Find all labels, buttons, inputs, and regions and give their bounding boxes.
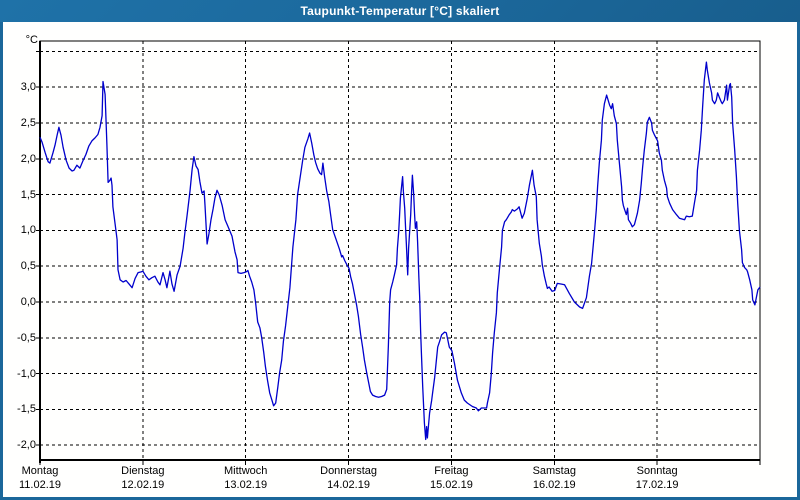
y-tick-label: -2,0 (17, 439, 36, 452)
x-tick-label: Donnerstag 14.02.19 (301, 464, 397, 492)
x-tick-label: Mittwoch 13.02.19 (198, 464, 294, 492)
x-tick-date: 17.02.19 (635, 479, 679, 491)
x-tick-day: Samstag (532, 465, 576, 477)
y-tick-label: 1,5 (20, 188, 36, 201)
plot-border (39, 40, 761, 461)
x-tick-date: 11.02.19 (18, 479, 61, 491)
y-tick-label: -0,5 (17, 331, 36, 344)
x-tick-date: 16.02.19 (532, 479, 576, 491)
y-tick-label: 3,0 (20, 81, 36, 94)
x-tick-date: 14.02.19 (327, 479, 370, 491)
chart-panel (3, 22, 797, 497)
window-title: Taupunkt-Temperatur [°C] skaliert (300, 4, 500, 18)
x-tick-day: Freitag (434, 465, 469, 477)
y-tick-label: 0,0 (20, 296, 36, 308)
y-tick-label: 2,5 (20, 117, 36, 129)
dewpoint-series-line (39, 61, 761, 441)
x-tick-day: Donnerstag (320, 465, 377, 477)
x-tick-day: Mittwoch (224, 465, 268, 477)
x-tick-date: 12.02.19 (121, 479, 165, 491)
y-axis-unit-label: °C (25, 34, 38, 46)
x-tick-label: Montag 11.02.19 (0, 464, 88, 492)
y-tick-label: 1,0 (20, 224, 36, 237)
y-tick-label: 0,5 (20, 260, 36, 273)
x-tick-label: Dienstag 12.02.19 (95, 464, 191, 492)
x-tick-date: 13.02.19 (224, 479, 268, 491)
x-tick-day: Montag (21, 465, 59, 477)
y-tick-label: 2,0 (20, 152, 36, 165)
x-tick-label: Sonntag 17.02.19 (609, 464, 705, 492)
x-tick-date: 15.02.19 (430, 479, 473, 491)
window-titlebar: Taupunkt-Temperatur [°C] skaliert (0, 0, 800, 22)
y-tick-label: -1,0 (17, 367, 36, 380)
x-tick-day: Dienstag (121, 465, 165, 477)
y-tick-label: -1,5 (17, 403, 36, 416)
x-tick-label: Samstag 16.02.19 (506, 464, 602, 492)
x-tick-day: Sonntag (636, 465, 678, 477)
x-tick-label: Freitag 15.02.19 (403, 464, 499, 492)
